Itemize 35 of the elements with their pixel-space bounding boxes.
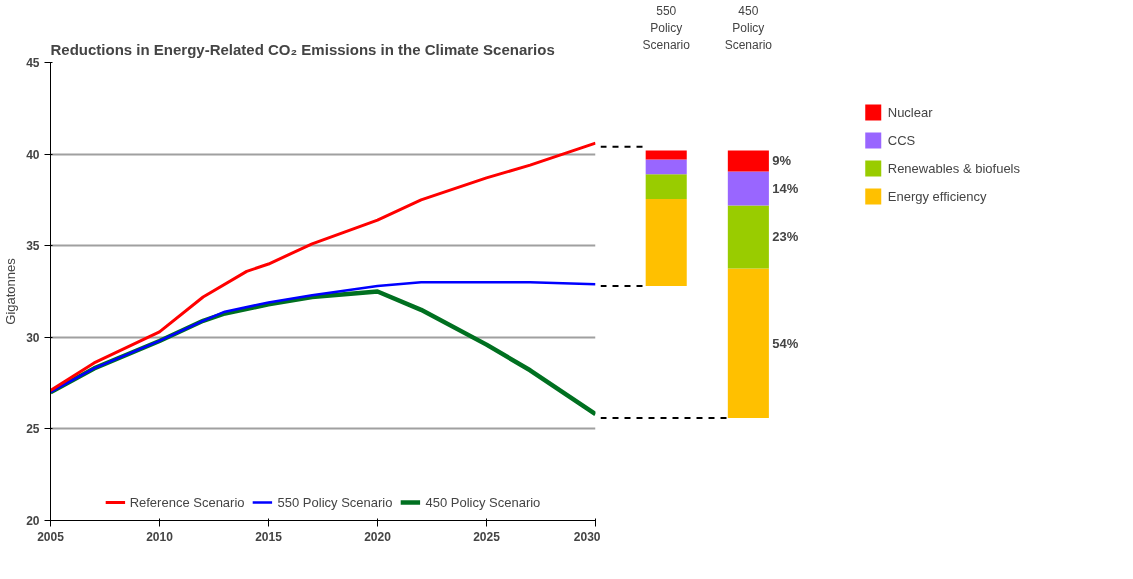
bar <box>727 171 769 206</box>
legend-label: Reference Scenario <box>129 494 245 510</box>
legend-label: 550 Policy Scenario <box>277 494 393 510</box>
bar <box>645 150 687 160</box>
line-series <box>50 141 596 392</box>
bar <box>727 205 769 269</box>
bar <box>727 150 769 172</box>
bar <box>645 174 687 199</box>
bar <box>727 268 769 418</box>
y-tick-label: 45 <box>26 56 40 70</box>
legend-label: Energy efficiency <box>887 188 987 204</box>
bar <box>645 198 687 286</box>
chart-title: Reductions in Energy-Related CO₂ Emissions in the Climate Scenarios <box>50 40 555 58</box>
legend-label: Nuclear <box>887 104 933 120</box>
bar <box>645 159 687 175</box>
text: 23% <box>772 229 799 245</box>
x-tick-label: 2005 <box>37 529 65 544</box>
y-tick-label: 40 <box>26 147 40 162</box>
legend-label: Renewables & biofuels <box>887 160 1020 176</box>
y-tick-label: 35 <box>26 239 40 254</box>
y-tick-label: 30 <box>26 330 40 345</box>
text: 54% <box>772 335 799 351</box>
line-series <box>50 281 596 394</box>
x-tick-label: 2030 <box>573 529 601 544</box>
y-axis-title: Gigatonnes <box>3 257 19 325</box>
text: 9% <box>772 153 792 169</box>
legend-label: 450 Policy Scenario <box>425 494 541 510</box>
y-tick-label: 20 <box>26 514 40 528</box>
x-tick-label: 2020 <box>364 529 392 544</box>
legend-label: CCS <box>887 132 916 148</box>
x-tick-label: 2015 <box>255 529 283 544</box>
x-tick-label: 2010 <box>146 529 174 544</box>
y-tick-label: 25 <box>26 422 40 437</box>
x-tick-label: 2025 <box>473 529 501 544</box>
text: 14% <box>772 180 799 196</box>
